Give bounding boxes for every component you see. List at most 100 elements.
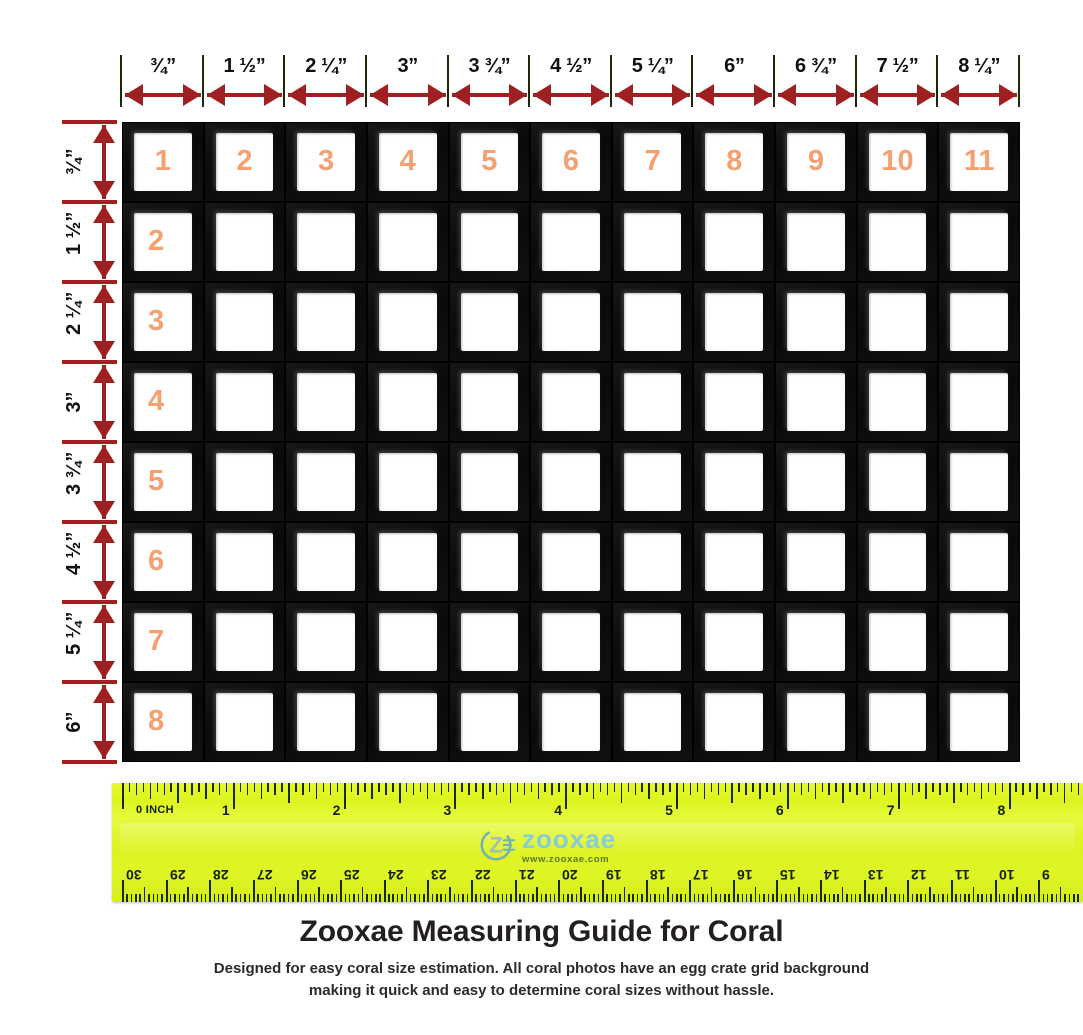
- logo-url: www.zooxae.com: [522, 853, 610, 865]
- ruler-cm-tick: [920, 894, 922, 902]
- grid-cell-opening: 4: [134, 373, 192, 431]
- horizontal-measure-label: ¾”: [149, 55, 176, 77]
- ruler-cm-tick: [453, 894, 456, 902]
- ruler-cm-tick: [868, 894, 870, 902]
- ruler-cm-tick: [1059, 887, 1062, 902]
- horizontal-tick: [201, 55, 204, 107]
- grid-cell-opening: [868, 373, 927, 431]
- ruler-cm-tick: [767, 894, 770, 902]
- ruler-cm-tick: [335, 894, 338, 902]
- horizontal-measure-label: 3”: [397, 55, 419, 77]
- ruler-cm-tick: [881, 894, 883, 902]
- ruler-inch-number: 3: [443, 802, 452, 818]
- ruler-cm-tick: [235, 894, 237, 902]
- ruler-cm-tick: [156, 894, 159, 902]
- grid-cell: 4: [366, 122, 449, 202]
- ruler-cm-tick: [209, 880, 212, 902]
- grid-cell-opening: [705, 693, 764, 751]
- ruler-cm-tick: [876, 894, 879, 902]
- ruler-inch-tick: [634, 783, 636, 795]
- vertical-measure-segment: ¾”: [63, 125, 117, 199]
- grid-cell: [285, 682, 367, 762]
- ruler-cm-tick: [265, 894, 268, 902]
- ruler-cm-number: 28: [213, 867, 229, 883]
- grid-cell-opening: [215, 453, 274, 511]
- ruler-inch-tick: [1056, 783, 1059, 792]
- ruler-cm-tick: [977, 894, 979, 902]
- vertical-measure-label: 4 ½”: [63, 531, 85, 575]
- ruler-cm-tick: [964, 894, 966, 902]
- grid-row-number: 7: [148, 624, 165, 657]
- ruler-inch-tick: [925, 783, 927, 799]
- ruler-inch-tick: [149, 783, 152, 799]
- ruler-cm-tick: [601, 880, 604, 902]
- ruler-inch-tick: [745, 783, 747, 795]
- ruler-cm-tick: [540, 894, 543, 902]
- ruler-cm-tick: [427, 880, 430, 902]
- ruler-cm-tick: [187, 887, 189, 902]
- ruler-cm-tick: [309, 894, 312, 902]
- ruler-cm-tick: [366, 894, 368, 902]
- ruler-inch-tick: [966, 783, 969, 795]
- ruler-inch-tick: [1036, 783, 1038, 799]
- ruler-cm-tick: [619, 894, 621, 902]
- ruler-cm-tick: [418, 894, 421, 902]
- ruler-inch-tick: [1050, 783, 1052, 795]
- ruler-cm-tick: [785, 894, 787, 902]
- grid-cell: [203, 202, 286, 282]
- ruler-inch-tick: [1043, 783, 1045, 792]
- grid-cell: [938, 282, 1020, 362]
- ruler-cm-tick: [449, 887, 451, 902]
- ruler-inch-tick: [253, 783, 256, 792]
- ruler-inch-tick: [599, 783, 602, 792]
- ruler-cm-tick: [388, 894, 390, 902]
- horizontal-measure-label: 4 ½”: [550, 55, 592, 77]
- horizontal-measure-segment: 5 ¼”: [614, 55, 691, 107]
- ruler-cm-tick: [741, 894, 743, 902]
- egg-crate-grid: 1 2 3 4 5 6 7 8 9 10 11 2 3 4 5 6 7 8: [122, 122, 1020, 762]
- ruler-cm-tick: [126, 894, 128, 902]
- ruler-inch-tick: [883, 783, 886, 795]
- ruler-cm-tick: [610, 894, 613, 902]
- ruler-cm-tick: [959, 894, 962, 902]
- ruler-inch-tick: [579, 783, 581, 795]
- ruler-cm-tick: [562, 894, 565, 902]
- grid-cell: [203, 682, 286, 762]
- horizontal-measure-segment: 2 ¼”: [288, 55, 364, 107]
- grid-cell-opening: [950, 293, 1008, 351]
- ruler-cm-tick: [846, 894, 848, 902]
- ruler-cm-tick: [261, 894, 264, 902]
- ruler-inch-tick: [426, 783, 429, 799]
- grid-cell-opening: 8: [134, 693, 192, 751]
- ruler-cm-tick: [423, 894, 425, 902]
- ruler-cm-tick: [628, 894, 630, 902]
- grid-cell: [693, 442, 776, 522]
- svg-text:Z: Z: [489, 833, 502, 858]
- ruler-inch-tick: [1029, 783, 1031, 792]
- ruler-inch-tick: [620, 783, 623, 803]
- grid-cell-opening: [623, 373, 682, 431]
- grid-column-number: 9: [807, 144, 824, 177]
- vertical-measure-label: 2 ¼”: [63, 291, 85, 335]
- grid-cell: 6: [122, 522, 204, 602]
- grid-cell-opening: [787, 533, 845, 591]
- ruler-cm-tick: [204, 894, 207, 902]
- ruler-inch-tick: [572, 783, 574, 792]
- grid-column-number: 3: [318, 144, 335, 177]
- zooxae-logo[interactable]: Z zooxae www.zooxae.com: [478, 824, 616, 866]
- grid-cell: [366, 442, 449, 522]
- ruler-inch-tick: [904, 783, 907, 792]
- ruler-cm-tick: [772, 894, 774, 902]
- ruler-inch-tick: [703, 783, 706, 799]
- grid-cell-opening: [868, 613, 927, 671]
- ruler-cm-tick: [937, 894, 940, 902]
- ruler-inch-tick: [856, 783, 858, 795]
- ruler-cm-tick: [178, 894, 181, 902]
- grid-cell-opening: [623, 693, 682, 751]
- grid-cell: [856, 442, 939, 522]
- grid-cell-opening: [950, 213, 1008, 271]
- grid-cell: [530, 602, 612, 682]
- ruler-cm-tick: [614, 894, 617, 902]
- ruler-inch-tick: [322, 783, 325, 792]
- ruler-cm-tick: [968, 894, 970, 902]
